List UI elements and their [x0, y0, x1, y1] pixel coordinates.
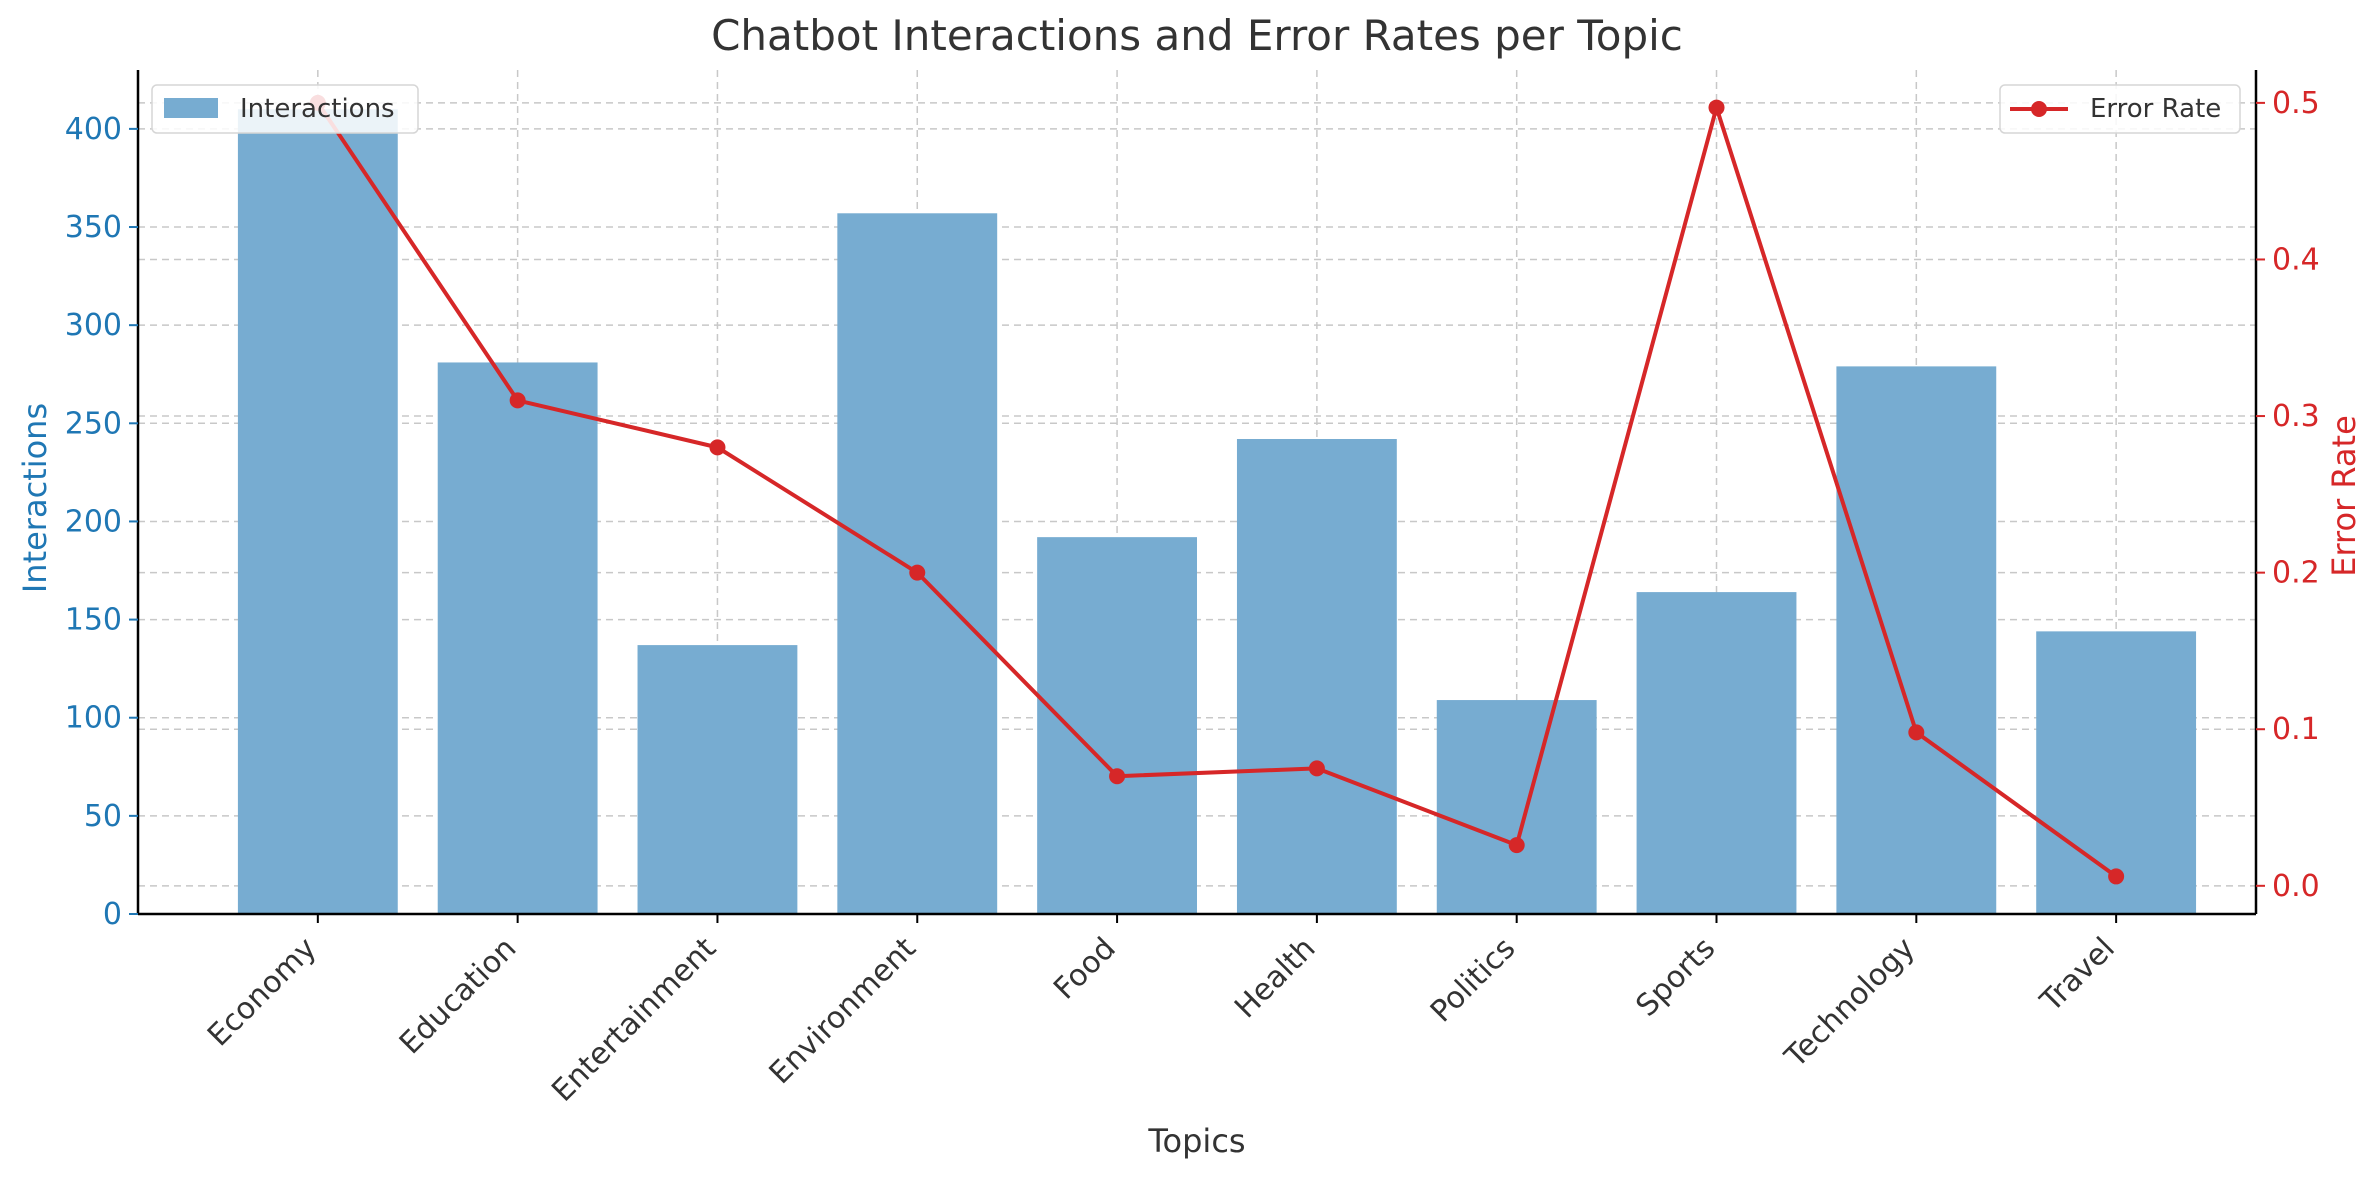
bar [637, 645, 798, 914]
legend-swatch-marker-error-rate [2031, 101, 2047, 117]
legend-error-rate: Error Rate [1999, 84, 2241, 134]
legend-box-interactions [151, 84, 419, 134]
y-axis-label-right: Error Rate [2325, 415, 2363, 577]
error-rate-point [509, 392, 526, 409]
bar [1836, 366, 1997, 914]
y-tick-label-left: 100 [65, 701, 122, 736]
x-tick-label: Health [1228, 931, 1322, 1025]
legend-label-interactions: Interactions [240, 94, 395, 124]
y-tick-label-right: 0.1 [2272, 712, 2320, 747]
y-tick-label-right: 0.5 [2272, 86, 2320, 121]
x-tick-label: Economy [201, 931, 323, 1053]
axes [129, 70, 2265, 923]
error-rate-point [709, 439, 726, 456]
x-tick-label: Food [1047, 931, 1123, 1007]
error-rate-point [1508, 837, 1525, 854]
x-axis-label: Topics [1147, 1122, 1245, 1160]
error-rate-point [909, 564, 926, 581]
error-rate-point [1109, 768, 1126, 785]
error-rate-point [2108, 868, 2125, 885]
legend-interactions: Interactions [151, 84, 419, 134]
error-rate-point [1308, 760, 1325, 777]
bar-series-interactions [237, 109, 2197, 915]
y-tick-label-right: 0.3 [2272, 399, 2320, 434]
error-rate-point [1908, 724, 1925, 741]
y-tick-label-right: 0.4 [2272, 242, 2320, 277]
bar [1236, 439, 1397, 914]
x-tick-label: Entertainment [545, 931, 723, 1109]
x-tick-label: Education [393, 931, 523, 1061]
legend-label-error-rate: Error Rate [2090, 94, 2221, 124]
legend-box-error-rate [1999, 84, 2241, 134]
error-rate-point [1708, 99, 1725, 116]
chart-title: Chatbot Interactions and Error Rates per… [711, 11, 1683, 60]
bar [837, 213, 998, 915]
y-tick-label-left: 150 [65, 603, 122, 638]
x-tick-label: Travel [2033, 931, 2122, 1020]
error-rate-line [316, 101, 2118, 879]
y-tick-label-left: 350 [65, 210, 122, 245]
legend-swatch-interactions [164, 98, 218, 118]
y-tick-label-left: 300 [65, 308, 122, 343]
bar [237, 109, 398, 915]
y-tick-label-left: 0 [103, 897, 122, 932]
y-tick-label-left: 200 [65, 504, 122, 539]
bar [2036, 631, 2197, 914]
y-tick-label-left: 50 [84, 799, 122, 834]
y-axis-label-left: Interactions [16, 403, 54, 593]
y-tick-label-left: 250 [65, 406, 122, 441]
bar [1636, 592, 1797, 914]
x-tick-label: Sports [1629, 931, 1722, 1024]
bar [437, 362, 598, 914]
x-tick-label: Technology [1778, 931, 1922, 1075]
x-tick-label: Environment [763, 931, 923, 1091]
y-tick-label-left: 400 [65, 112, 122, 147]
y-tick-label-right: 0.0 [2272, 869, 2320, 904]
y-tick-label-right: 0.2 [2272, 556, 2320, 591]
x-tick-label: Politics [1424, 931, 1522, 1029]
bar [1436, 700, 1597, 914]
bar [1037, 537, 1197, 914]
